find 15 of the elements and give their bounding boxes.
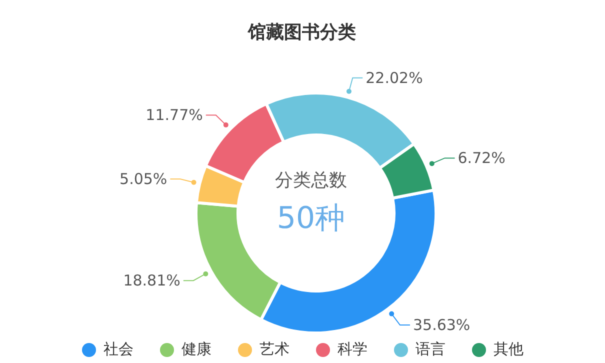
legend-label: 健康 [182,340,212,359]
text: 分类总数 [275,170,347,191]
data-label: 6.72% [458,149,506,168]
chart-title: 馆藏图书分类 [247,22,356,43]
data-label: 5.05% [120,170,168,188]
data-label: 35.63% [412,316,470,334]
legend-label: 艺术 [260,340,290,359]
legend-label: 其他 [494,340,524,359]
data-label: 11.77% [146,106,203,124]
text: 50种 [276,201,346,236]
legend-label: 语言 [416,340,446,359]
data-label: 22.02% [366,68,423,87]
legend-label: 科学 [338,340,368,359]
legend-label: 社会 [104,340,134,359]
data-label: 18.81% [123,272,180,290]
